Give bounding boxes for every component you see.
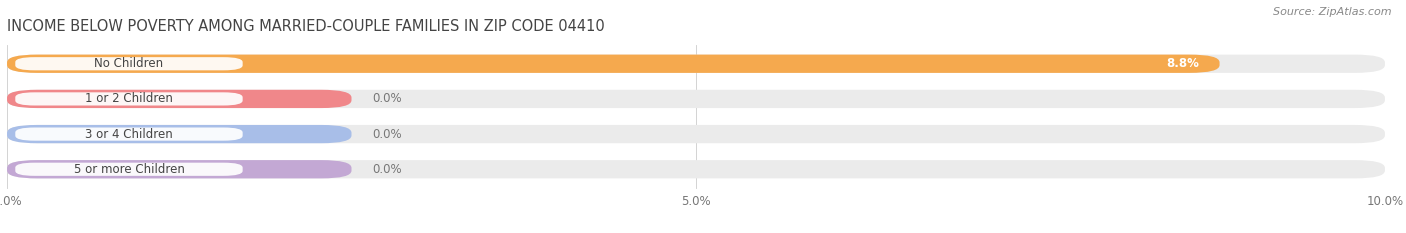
Text: Source: ZipAtlas.com: Source: ZipAtlas.com (1274, 7, 1392, 17)
FancyBboxPatch shape (7, 55, 1219, 73)
Text: 0.0%: 0.0% (373, 163, 402, 176)
Text: 5 or more Children: 5 or more Children (73, 163, 184, 176)
FancyBboxPatch shape (15, 92, 243, 106)
Text: 0.0%: 0.0% (373, 93, 402, 105)
FancyBboxPatch shape (15, 163, 243, 176)
Text: 3 or 4 Children: 3 or 4 Children (86, 128, 173, 140)
FancyBboxPatch shape (7, 90, 1385, 108)
Text: 8.8%: 8.8% (1166, 57, 1199, 70)
FancyBboxPatch shape (7, 125, 1385, 143)
FancyBboxPatch shape (7, 160, 351, 178)
FancyBboxPatch shape (7, 55, 1385, 73)
Text: 0.0%: 0.0% (373, 128, 402, 140)
Text: 1 or 2 Children: 1 or 2 Children (84, 93, 173, 105)
Text: INCOME BELOW POVERTY AMONG MARRIED-COUPLE FAMILIES IN ZIP CODE 04410: INCOME BELOW POVERTY AMONG MARRIED-COUPL… (7, 19, 605, 34)
FancyBboxPatch shape (15, 127, 243, 141)
FancyBboxPatch shape (7, 90, 351, 108)
FancyBboxPatch shape (7, 160, 1385, 178)
FancyBboxPatch shape (15, 57, 243, 70)
Text: No Children: No Children (94, 57, 163, 70)
FancyBboxPatch shape (7, 125, 351, 143)
